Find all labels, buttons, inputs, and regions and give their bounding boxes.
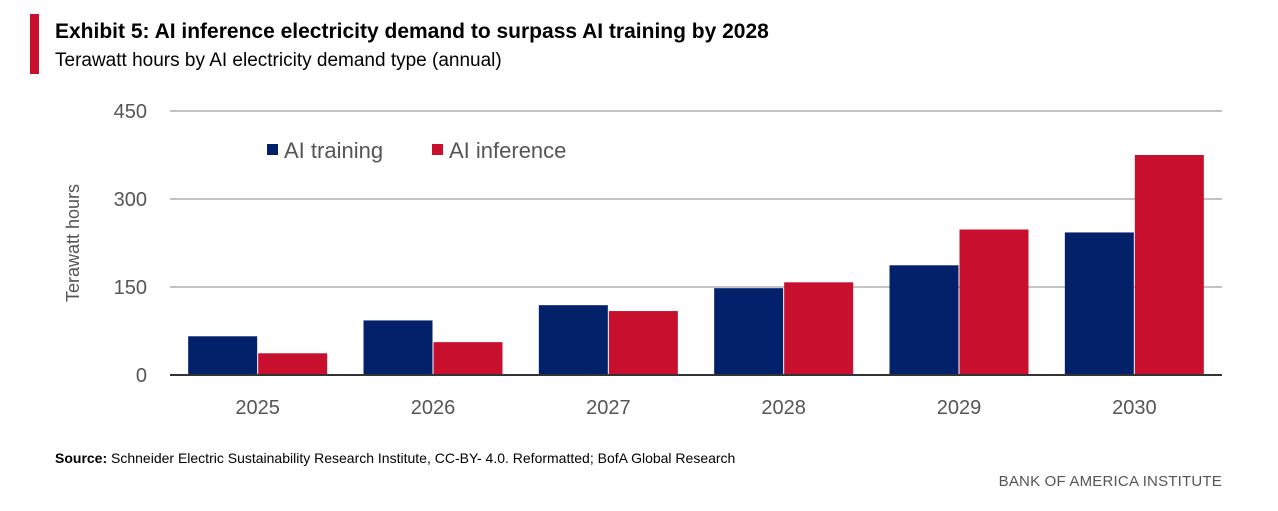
x-tick-label: 2029 xyxy=(937,397,982,419)
y-axis-label: Terawatt hours xyxy=(63,184,83,302)
x-tick-label: 2028 xyxy=(761,397,806,419)
x-tick-label: 2026 xyxy=(411,397,456,419)
y-tick-label: 150 xyxy=(114,277,147,299)
y-tick-label: 300 xyxy=(114,189,147,211)
legend-swatch xyxy=(267,144,278,155)
bar-ai-training-2029 xyxy=(889,265,959,375)
bar-ai-inference-2026 xyxy=(433,342,503,375)
source-text: Schneider Electric Sustainability Resear… xyxy=(107,450,736,466)
bar-ai-inference-2028 xyxy=(784,282,854,375)
title-accent-bar xyxy=(30,14,39,74)
y-tick-label: 450 xyxy=(114,101,147,123)
chart-subtitle: Terawatt hours by AI electricity demand … xyxy=(55,50,502,71)
brand-logo-text: BANK OF AMERICA INSTITUTE xyxy=(998,473,1222,490)
bar-ai-training-2025 xyxy=(188,336,258,375)
bar-ai-training-2026 xyxy=(363,320,433,375)
legend-swatch xyxy=(432,144,443,155)
bar-ai-inference-2029 xyxy=(959,229,1029,375)
x-tick-label: 2027 xyxy=(586,397,631,419)
bar-ai-inference-2025 xyxy=(258,353,328,375)
bar-ai-training-2030 xyxy=(1064,232,1134,375)
legend-label: AI inference xyxy=(449,138,566,163)
bar-ai-training-2027 xyxy=(538,305,608,375)
y-tick-label: 0 xyxy=(136,365,147,387)
bar-ai-inference-2027 xyxy=(608,311,678,375)
x-tick-label: 2025 xyxy=(235,397,280,419)
source-note: Source: Schneider Electric Sustainabilit… xyxy=(55,450,735,466)
source-label: Source: xyxy=(55,450,108,466)
x-tick-label: 2030 xyxy=(1112,397,1157,419)
chart-title: Exhibit 5: AI inference electricity dema… xyxy=(55,20,769,43)
bar-ai-inference-2030 xyxy=(1134,155,1204,375)
bar-chart: 0 150 300 450 Terawatt hours 2025 2026 2027 2028… xyxy=(63,101,1222,419)
legend-label: AI training xyxy=(284,138,383,163)
bar-ai-training-2028 xyxy=(714,288,784,375)
